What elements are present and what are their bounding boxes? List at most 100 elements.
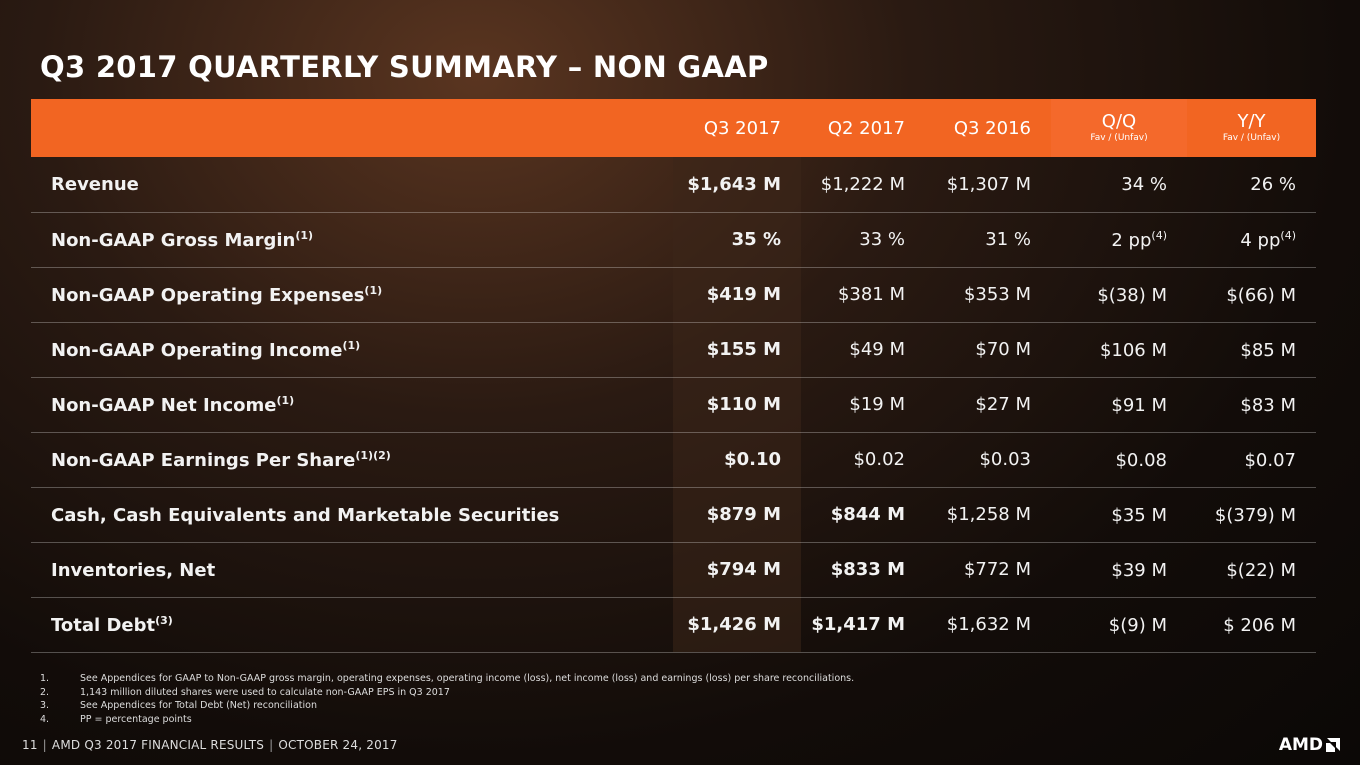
footnote-marker: (1) <box>276 393 295 407</box>
cell-yy: $0.07 <box>1187 432 1316 487</box>
header-qq: Q/Q Fav / (Unfav) <box>1051 99 1187 157</box>
header-q3-2016: Q3 2016 <box>953 117 1031 139</box>
row-label-value: Non-GAAP Gross Margin <box>51 229 296 251</box>
cell-q3-2017: $1,643 M <box>673 157 801 212</box>
row-label: Inventories, Net <box>31 542 673 597</box>
cell-q3-2016-value: $27 M <box>975 394 1031 415</box>
row-label: Non-GAAP Gross Margin(1) <box>31 212 673 267</box>
table-row: Non-GAAP Operating Expenses(1) $419 M $381… <box>31 267 1316 322</box>
cell-yy: 26 % <box>1187 157 1316 212</box>
footnote-item: 4. PP = percentage points <box>40 713 854 727</box>
footnote-item: 2. 1,143 million diluted shares were used… <box>40 686 854 700</box>
table-row: Non-GAAP Gross Margin(1) 35 % 33 % 31 % 2 pp… <box>31 212 1316 267</box>
footnote-item: 1. See Appendices for GAAP to Non-GAAP gr… <box>40 672 854 686</box>
table-row: Total Debt(3) $1,426 M $1,417 M $1,632 M $(9… <box>31 597 1316 652</box>
cell-q3-2017: $155 M <box>673 322 801 377</box>
cell-q2-2017-value: $1,417 M <box>811 614 905 635</box>
cell-qq: $39 M <box>1051 542 1187 597</box>
cell-q3-2016: $353 M <box>925 267 1051 322</box>
footnote-number: 2. <box>40 686 50 698</box>
row-label-value: Total Debt <box>51 614 156 636</box>
cell-q2-2017-value: $381 M <box>837 284 905 305</box>
row-label: Total Debt(3) <box>31 597 673 652</box>
cell-q2-2017: $1,417 M <box>801 597 925 652</box>
footnotes: 1. See Appendices for GAAP to Non-GAAP gr… <box>40 672 854 726</box>
cell-q3-2017: $110 M <box>673 377 801 432</box>
cell-q3-2017-value: $879 M <box>706 504 781 525</box>
row-label: Revenue <box>31 157 673 212</box>
cell-q2-2017-value: 33 % <box>859 229 905 250</box>
row-label-value: Non-GAAP Earnings Per Share <box>51 449 356 471</box>
cell-q3-2017: $879 M <box>673 487 801 542</box>
footnote-marker: (4) <box>1280 228 1296 242</box>
footnote-marker: (1) <box>364 283 383 297</box>
cell-yy: $(22) M <box>1187 542 1316 597</box>
cell-q3-2017-value: $1,643 M <box>687 173 781 195</box>
header-qq-label: Q/Q <box>1101 111 1137 133</box>
cell-q3-2016: $1,632 M <box>925 597 1051 652</box>
row-label: Non-GAAP Operating Income(1) <box>31 322 673 377</box>
cell-q2-2017: $1,222 M <box>801 157 925 212</box>
page-number: 11 <box>22 738 38 752</box>
footnote-text: See Appendices for Total Debt (Net) reco… <box>80 700 317 711</box>
footnote-item: 3. See Appendices for Total Debt (Net) re… <box>40 699 854 713</box>
cell-q3-2016-value: 31 % <box>985 229 1031 250</box>
cell-q2-2017: $19 M <box>801 377 925 432</box>
cell-q2-2017: 33 % <box>801 212 925 267</box>
header-yy-label: Y/Y <box>1237 111 1266 133</box>
footer-divider: | <box>42 738 47 752</box>
cell-qq-value: $39 M <box>1111 559 1167 581</box>
footer-date: OCTOBER 24, 2017 <box>278 738 398 752</box>
cell-q3-2017-value: $155 M <box>706 339 781 360</box>
footer: 11 | AMD Q3 2017 FINANCIAL RESULTS | OCTOBER… <box>22 738 398 752</box>
cell-q3-2016-value: $1,632 M <box>946 614 1031 635</box>
cell-q3-2016: $1,258 M <box>925 487 1051 542</box>
cell-q3-2016: $70 M <box>925 322 1051 377</box>
cell-q3-2016-value: $70 M <box>975 339 1031 360</box>
cell-yy: $(66) M <box>1187 267 1316 322</box>
footnote-number: 4. <box>40 713 50 725</box>
cell-q3-2017: $419 M <box>673 267 801 322</box>
cell-q2-2017: $833 M <box>801 542 925 597</box>
cell-q3-2017-value: $1,426 M <box>687 614 781 635</box>
cell-yy-value: $0.07 <box>1244 449 1296 471</box>
cell-q3-2017-value: $419 M <box>706 284 781 305</box>
cell-yy-value: $83 M <box>1240 394 1296 416</box>
cell-q3-2016-value: $0.03 <box>979 449 1031 470</box>
cell-q3-2016-value: $1,258 M <box>946 504 1031 525</box>
cell-q2-2017: $49 M <box>801 322 925 377</box>
amd-logo-text: AMD <box>1278 735 1323 755</box>
header-qq-sub: Fav / (Unfav) <box>1090 132 1148 143</box>
footnote-number: 1. <box>40 673 50 684</box>
cell-q3-2016-value: $772 M <box>963 559 1031 580</box>
row-label-value: Inventories, Net <box>51 559 216 581</box>
table-row: Non-GAAP Net Income(1) $110 M $19 M $27 M $9… <box>31 377 1316 432</box>
cell-yy: $ 206 M <box>1187 597 1316 652</box>
footer-event: AMD Q3 2017 FINANCIAL RESULTS <box>51 738 265 752</box>
table-row: Cash, Cash Equivalents and Marketable Se… <box>31 487 1316 542</box>
cell-yy: $83 M <box>1187 377 1316 432</box>
cell-q3-2017-value: $794 M <box>706 559 781 580</box>
footnote-number: 3. <box>40 700 50 711</box>
header-label-cell <box>31 99 673 157</box>
cell-q3-2017-value: 35 % <box>731 229 781 250</box>
cell-q3-2016-value: $1,307 M <box>946 173 1031 195</box>
cell-q2-2017: $0.02 <box>801 432 925 487</box>
footer-divider: | <box>269 738 274 752</box>
cell-q3-2016: $0.03 <box>925 432 1051 487</box>
cell-q2-2017-value: $1,222 M <box>820 173 905 195</box>
row-label-value: Non-GAAP Net Income <box>51 394 277 416</box>
cell-q2-2017: $381 M <box>801 267 925 322</box>
cell-yy: $(379) M <box>1187 487 1316 542</box>
cell-yy-value: 26 % <box>1250 174 1296 196</box>
row-label: Non-GAAP Net Income(1) <box>31 377 673 432</box>
table-row: Revenue $1,643 M $1,222 M $1,307 M 34 % 26 % <box>31 157 1316 212</box>
cell-qq-value: 34 % <box>1121 174 1167 196</box>
cell-yy-value: $85 M <box>1240 339 1296 361</box>
footnote-marker: (1)(2) <box>355 448 391 462</box>
cell-q3-2016: $772 M <box>925 542 1051 597</box>
header-yy-sub: Fav / (Unfav) <box>1222 132 1281 143</box>
footnote-text: 1,143 million diluted shares were used t… <box>80 686 450 698</box>
cell-q2-2017-value: $0.02 <box>853 449 905 470</box>
cell-qq-value: $(38) M <box>1097 284 1167 306</box>
